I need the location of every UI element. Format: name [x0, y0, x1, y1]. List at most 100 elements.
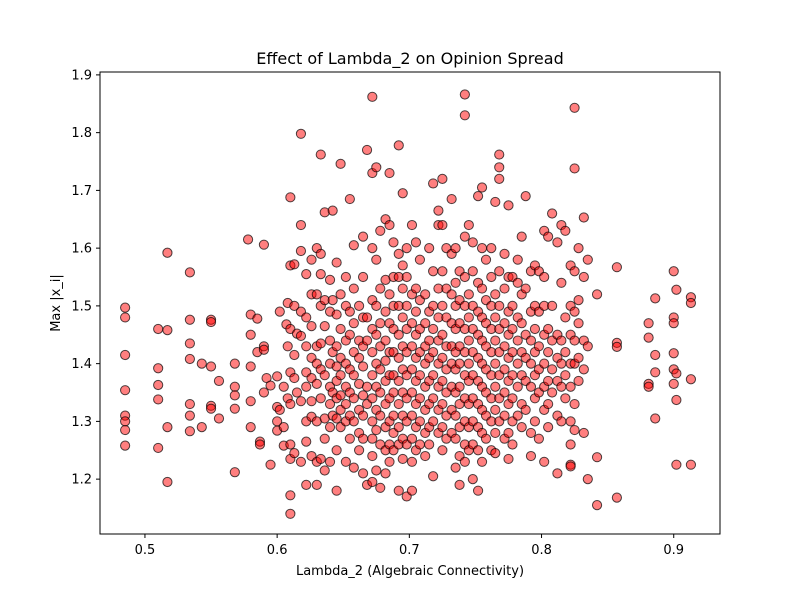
scatter-point: [184, 314, 195, 325]
scatter-point: [295, 456, 307, 467]
scatter-point: [463, 358, 474, 369]
scatter-point: [459, 271, 470, 283]
scatter-point: [565, 439, 576, 450]
scatter-point: [301, 341, 312, 352]
scatter-point: [476, 182, 488, 193]
scatter-point: [397, 188, 408, 199]
scatter-point: [315, 393, 326, 404]
scatter-point: [184, 410, 195, 421]
scatter-point: [459, 89, 470, 100]
scatter-point: [344, 306, 355, 317]
scatter-point: [543, 422, 554, 433]
y-tick-label: 1.7: [71, 184, 92, 199]
scatter-point: [380, 306, 391, 317]
scatter-point: [306, 321, 317, 332]
scatter-point: [582, 474, 593, 485]
scatter-point: [516, 231, 527, 242]
scatter-point: [611, 341, 622, 352]
scatter-point: [324, 456, 336, 467]
scatter-point: [591, 452, 603, 463]
scatter-point: [437, 266, 448, 277]
scatter-point: [414, 254, 426, 265]
scatter-point: [437, 352, 448, 363]
scatter-point: [348, 318, 359, 329]
scatter-point: [543, 346, 554, 358]
scatter-point: [410, 237, 422, 248]
scatter-point: [428, 323, 439, 335]
scatter-point: [560, 370, 571, 381]
scatter-point: [258, 239, 270, 250]
scatter-point: [285, 508, 296, 519]
scatter-point: [213, 413, 225, 424]
scatter-point: [573, 318, 584, 329]
scatter-point: [371, 254, 382, 265]
scatter-point: [397, 453, 408, 465]
scatter-point: [685, 459, 697, 470]
scatter-point: [153, 363, 164, 374]
scatter-point: [331, 361, 342, 372]
scatter-point: [428, 346, 439, 358]
scatter-point: [375, 283, 386, 294]
scatter-point: [327, 295, 338, 306]
scatter-point: [380, 335, 391, 346]
scatter-point: [437, 398, 448, 410]
scatter-point: [153, 379, 164, 391]
scatter-point: [428, 471, 439, 482]
scatter-point: [120, 349, 131, 361]
scatter-point: [344, 329, 355, 340]
scatter-point: [543, 323, 554, 335]
scatter-point: [242, 234, 254, 245]
scatter-point: [120, 312, 131, 323]
scatter-point: [556, 358, 567, 369]
scatter-point: [357, 231, 369, 242]
scatter-point: [375, 482, 386, 493]
scatter-point: [406, 485, 418, 496]
scatter-point: [543, 375, 554, 387]
scatter-point: [406, 364, 418, 375]
x-axis: 0.5 0.6 0.7 0.8 0.9: [135, 534, 684, 558]
scatter-point: [486, 243, 497, 254]
scatter-point: [414, 439, 426, 450]
scatter-point: [331, 445, 342, 456]
scatter-point: [499, 248, 510, 260]
scatter-point: [507, 393, 518, 404]
scatter-point: [556, 277, 567, 288]
scatter-point: [520, 404, 531, 415]
scatter-point: [520, 191, 531, 202]
scatter-point: [560, 393, 571, 404]
scatter-point: [582, 254, 593, 265]
scatter-point: [437, 173, 448, 184]
scatter-point: [454, 358, 465, 369]
scatter-point: [476, 283, 488, 294]
scatter-point: [184, 267, 195, 278]
scatter-point: [512, 254, 523, 265]
scatter-point: [503, 453, 514, 465]
scatter-point: [375, 364, 386, 375]
scatter-point: [120, 385, 131, 396]
scatter-point: [582, 341, 593, 352]
scatter-point: [361, 381, 373, 392]
scatter-point: [380, 468, 391, 479]
scatter-point: [245, 361, 256, 372]
scatter-point: [348, 370, 359, 381]
scatter-point: [437, 329, 448, 340]
scatter-point: [494, 266, 505, 277]
scatter-point: [319, 321, 330, 332]
scatter-point: [315, 269, 326, 280]
points-layer: [120, 89, 697, 519]
scatter-point: [367, 370, 378, 381]
scatter-point: [344, 433, 355, 444]
scatter-point: [306, 396, 317, 407]
scatter-point: [578, 271, 589, 283]
scatter-point: [388, 387, 399, 398]
scatter-point: [254, 439, 266, 450]
scatter-point: [420, 289, 431, 300]
scatter-point: [388, 410, 399, 421]
scatter-point: [213, 375, 225, 387]
scatter-point: [401, 300, 412, 311]
scatter-point: [533, 433, 544, 444]
scatter-point: [650, 293, 661, 304]
scatter-point: [668, 378, 679, 389]
scatter-point: [494, 173, 505, 184]
scatter-point: [331, 485, 342, 496]
